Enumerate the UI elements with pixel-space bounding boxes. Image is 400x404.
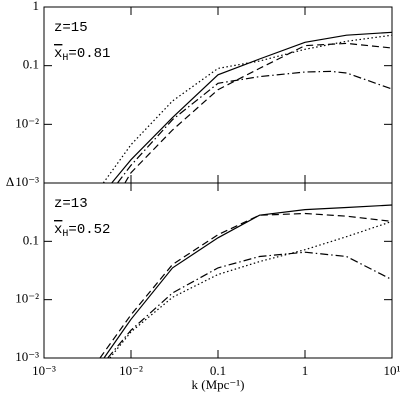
y-tick-label: 10⁻² [15,115,39,130]
series-line [109,220,393,359]
x-tick-label: 10¹ [384,363,400,378]
y-tick-label: 10⁻² [15,291,39,306]
y-tick-label: 0.1 [23,232,39,247]
annotation-text: z=15 [54,20,88,36]
x-tick-label: 0.1 [210,363,226,378]
series-line [103,204,393,359]
series-line [102,34,393,184]
series-line [99,212,393,359]
series-line [111,31,393,184]
x-tick-label: 1 [302,363,309,378]
annotation-subscript: H [62,229,68,240]
x-tick-label: 10⁻² [119,363,143,378]
y-tick-label: 0.1 [23,57,39,72]
annotation-subscript: H [62,53,68,64]
annotation: z=13 [54,196,88,212]
y-tick-label: 10⁻³ [15,349,39,364]
annotation: z=15 [54,20,88,36]
plot-frame [43,6,393,184]
series-line [117,70,393,184]
annotation: xH=0.81 [54,46,110,64]
annotation-text: z=13 [54,196,88,212]
annotation-symbol: x [54,46,62,62]
y-tick-label: 10⁻³ [15,174,39,189]
x-axis-label: k (Mpc⁻¹) [192,377,245,392]
series-line [124,42,393,184]
x-tick-label: 10⁻³ [32,363,56,378]
annotation-symbol: x [54,222,62,238]
annotation: xH=0.52 [54,222,110,240]
series-line [107,251,393,359]
annotation-text: =0.81 [68,46,110,62]
y-axis-label: Δ [6,174,14,189]
annotation-text: =0.52 [68,222,110,238]
y-tick-label: 1 [33,0,40,13]
plot-frame [43,182,393,359]
